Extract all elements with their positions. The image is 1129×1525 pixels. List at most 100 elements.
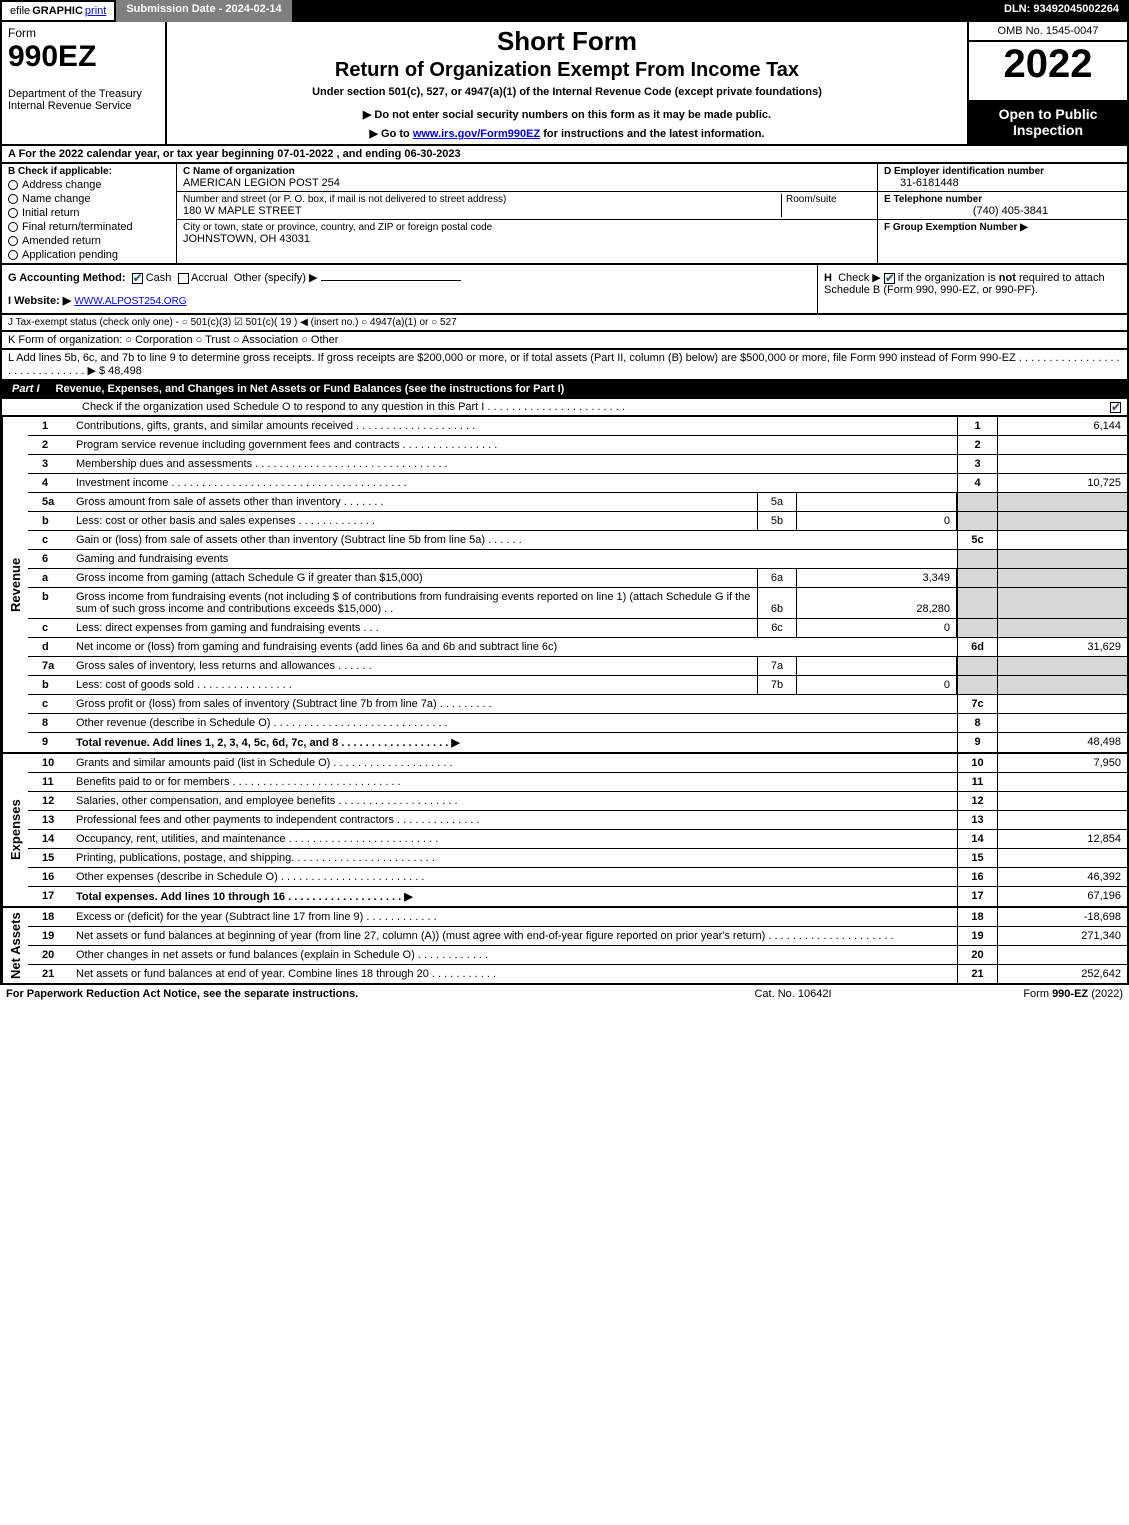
ln-5a: 5a <box>28 493 72 511</box>
ln-15: 15 <box>28 849 72 867</box>
website-link[interactable]: WWW.ALPOST254.ORG <box>74 296 186 307</box>
mv-6b: 28,280 <box>797 588 957 618</box>
c-addr: 180 W MAPLE STREET <box>183 205 781 217</box>
ld-6b: Gross income from fundraising events (no… <box>72 588 757 618</box>
rn-5a-shade <box>957 493 997 511</box>
mn-7b: 7b <box>757 676 797 694</box>
chk-part1-schedule-o[interactable] <box>1110 402 1121 413</box>
page-footer: For Paperwork Reduction Act Notice, see … <box>0 985 1129 1003</box>
rv-6a-shade <box>997 569 1127 587</box>
l-text: L Add lines 5b, 6c, and 7b to line 9 to … <box>8 352 1120 377</box>
title-short-form: Short Form <box>175 26 959 57</box>
rn-5b-shade <box>957 512 997 530</box>
col-b-checkboxes: B Check if applicable: Address change Na… <box>2 164 177 263</box>
ld-7b: Less: cost of goods sold . . . . . . . .… <box>72 676 757 694</box>
c-name: AMERICAN LEGION POST 254 <box>183 177 871 189</box>
footer-paperwork: For Paperwork Reduction Act Notice, see … <box>6 988 643 1000</box>
c-room-head: Room/suite <box>781 194 871 217</box>
ld-7c: Gross profit or (loss) from sales of inv… <box>72 695 957 713</box>
mv-7a <box>797 657 957 675</box>
chk-name-change[interactable] <box>8 194 18 204</box>
print-link[interactable]: print <box>85 5 106 17</box>
b-opt-5: Application pending <box>22 249 118 261</box>
ld-6c: Less: direct expenses from gaming and fu… <box>72 619 757 637</box>
rv-6d: 31,629 <box>997 638 1127 656</box>
g-label: G Accounting Method: <box>8 272 126 284</box>
c-city: JOHNSTOWN, OH 43031 <box>183 233 871 245</box>
chk-initial-return[interactable] <box>8 208 18 218</box>
row-a-taxyear: A For the 2022 calendar year, or tax yea… <box>0 146 1129 164</box>
ln-16: 16 <box>28 868 72 886</box>
rv-20 <box>997 946 1127 964</box>
ln-11: 11 <box>28 773 72 791</box>
b-opt-0: Address change <box>22 179 102 191</box>
ln-21: 21 <box>28 965 72 983</box>
rv-6-shade <box>997 550 1127 568</box>
rv-9: 48,498 <box>997 733 1127 752</box>
g-accrual: Accrual <box>191 272 228 284</box>
ld-10: Grants and similar amounts paid (list in… <box>72 754 957 772</box>
ln-12: 12 <box>28 792 72 810</box>
ld-14: Occupancy, rent, utilities, and maintena… <box>72 830 957 848</box>
rn-6c-shade <box>957 619 997 637</box>
title-goto: ▶ Go to www.irs.gov/Form990EZ for instru… <box>175 127 959 140</box>
chk-amended-return[interactable] <box>8 236 18 246</box>
c-addr-head: Number and street (or P. O. box, if mail… <box>183 194 781 205</box>
ln-6d: d <box>28 638 72 656</box>
mv-7b: 0 <box>797 676 957 694</box>
rv-4: 10,725 <box>997 474 1127 492</box>
ld-19: Net assets or fund balances at beginning… <box>72 927 957 945</box>
g-other-line[interactable] <box>321 280 461 281</box>
ld-7a: Gross sales of inventory, less returns a… <box>72 657 757 675</box>
ln-6c: c <box>28 619 72 637</box>
b-opt-2: Initial return <box>22 207 79 219</box>
row-k-org-form: K Form of organization: ○ Corporation ○ … <box>0 332 1129 350</box>
h-checkbox: H Check ▶ if the organization is not req… <box>817 265 1127 313</box>
footer-catno: Cat. No. 10642I <box>643 988 943 1000</box>
chk-final-return[interactable] <box>8 222 18 232</box>
rn-7b-shade <box>957 676 997 694</box>
rn-9: 9 <box>957 733 997 752</box>
ld-8: Other revenue (describe in Schedule O) .… <box>72 714 957 732</box>
l-amt: 48,498 <box>108 365 142 377</box>
rn-14: 14 <box>957 830 997 848</box>
col-c-org-info: C Name of organization AMERICAN LEGION P… <box>177 164 877 263</box>
revenue-vlabel: Revenue <box>2 417 28 752</box>
mv-5b: 0 <box>797 512 957 530</box>
irs-link[interactable]: www.irs.gov/Form990EZ <box>413 128 540 140</box>
g-accounting: G Accounting Method: Cash Accrual Other … <box>2 265 817 313</box>
part1-header: Part I Revenue, Expenses, and Changes in… <box>0 381 1129 399</box>
rn-18: 18 <box>957 908 997 926</box>
rn-4: 4 <box>957 474 997 492</box>
footer-formid: Form 990-EZ (2022) <box>943 988 1123 1000</box>
rv-7a-shade <box>997 657 1127 675</box>
header-left: Form 990EZ Department of the Treasury In… <box>2 22 167 144</box>
ld-16: Other expenses (describe in Schedule O) … <box>72 868 957 886</box>
efile-print-block: efile GRAPHIC print <box>0 0 116 22</box>
chk-application-pending[interactable] <box>8 250 18 260</box>
e-tel-head: E Telephone number <box>884 194 1121 205</box>
d-head: D Employer identification number <box>884 166 1121 177</box>
goto-post: for instructions and the latest informat… <box>540 128 764 140</box>
ln-19: 19 <box>28 927 72 945</box>
netassets-table: Net Assets 18Excess or (deficit) for the… <box>0 908 1129 985</box>
chk-address-change[interactable] <box>8 180 18 190</box>
ld-13: Professional fees and other payments to … <box>72 811 957 829</box>
chk-cash[interactable] <box>132 273 143 284</box>
rv-1: 6,144 <box>997 417 1127 435</box>
rv-7b-shade <box>997 676 1127 694</box>
title-return: Return of Organization Exempt From Incom… <box>175 59 959 82</box>
ld-6a: Gross income from gaming (attach Schedul… <box>72 569 757 587</box>
ld-3: Membership dues and assessments . . . . … <box>72 455 957 473</box>
ld-5a: Gross amount from sale of assets other t… <box>72 493 757 511</box>
chk-h-schedule-b[interactable] <box>884 273 895 284</box>
g-cash: Cash <box>146 272 172 284</box>
ln-2: 2 <box>28 436 72 454</box>
form-header: Form 990EZ Department of the Treasury In… <box>0 22 1129 146</box>
rn-1: 1 <box>957 417 997 435</box>
b-opt-3: Final return/terminated <box>22 221 133 233</box>
chk-accrual[interactable] <box>178 273 189 284</box>
mv-6c: 0 <box>797 619 957 637</box>
rn-20: 20 <box>957 946 997 964</box>
omb-number: OMB No. 1545-0047 <box>969 22 1127 42</box>
